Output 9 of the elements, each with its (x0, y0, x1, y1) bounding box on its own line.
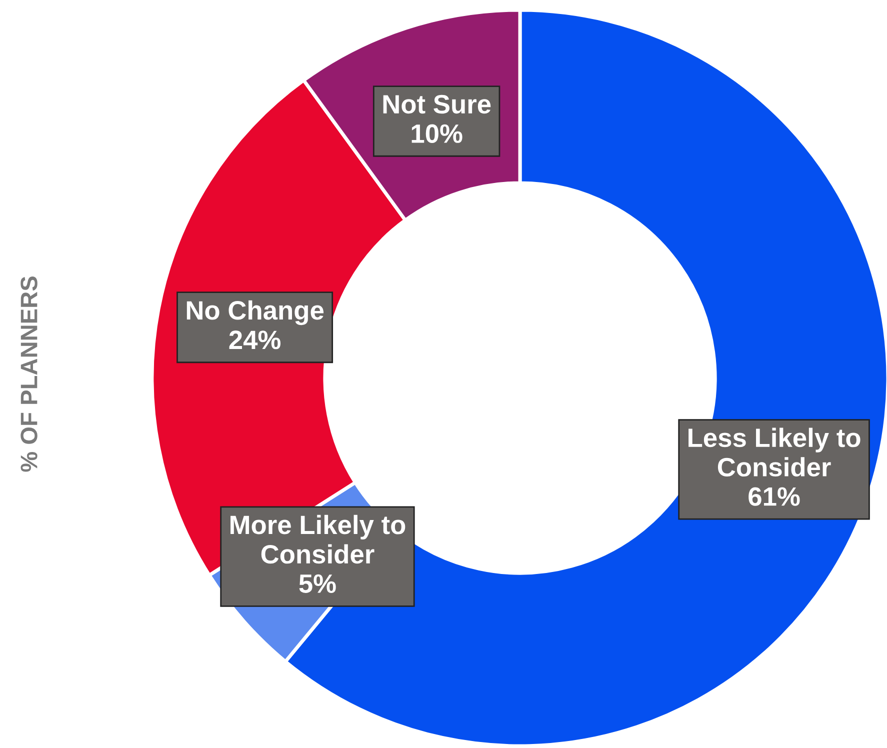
slice-label: Not Sure (383, 94, 491, 114)
slice-label: Less Likely to Consider (688, 428, 860, 477)
data-label: 10% (412, 124, 462, 143)
data-label: 24% (229, 330, 280, 350)
data-label: 5% (299, 574, 336, 594)
text: % OF PLANNERS (20, 276, 38, 472)
data-label: 61% (748, 487, 800, 506)
slice-label: No Change (186, 300, 324, 326)
slice-label: More Likely to Consider (230, 514, 406, 564)
